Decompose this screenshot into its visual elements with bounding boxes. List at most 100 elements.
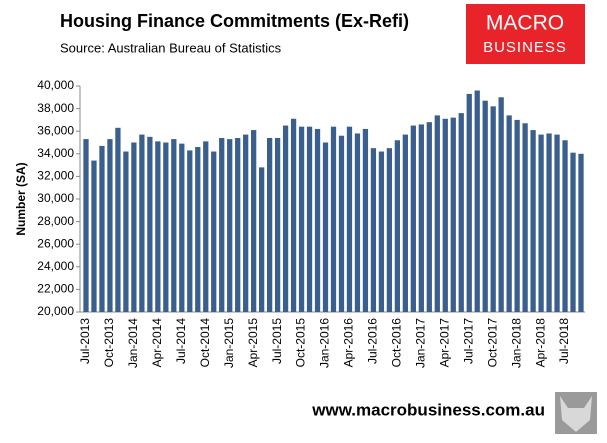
- bar: [522, 123, 528, 312]
- bar: [99, 145, 105, 312]
- bar: [378, 151, 385, 312]
- x-tick-label: Jan-2016: [318, 318, 332, 368]
- bar: [370, 148, 377, 312]
- bar: [466, 93, 472, 312]
- y-tick-label: 22,000: [37, 282, 74, 296]
- bar: [514, 119, 520, 313]
- bar: [219, 137, 225, 312]
- bar: [402, 134, 408, 312]
- footer: www.macrobusiness.com.au: [311, 400, 545, 419]
- bar: [322, 142, 329, 312]
- bar: [139, 134, 145, 312]
- bar: [410, 125, 416, 312]
- bar: [386, 148, 393, 312]
- bar: [195, 147, 201, 312]
- x-tick-label: Apr-2018: [533, 318, 547, 368]
- y-tick-label: 26,000: [37, 236, 74, 250]
- bar: [562, 140, 568, 312]
- y-tick-label: 38,000: [37, 101, 74, 115]
- logo-text: BUSINESS: [483, 39, 567, 56]
- x-tick-label: Jan-2017: [413, 318, 427, 368]
- bar: [538, 134, 544, 312]
- bar: [346, 126, 353, 313]
- x-tick-label: Jan-2015: [222, 318, 236, 368]
- x-tick-label: Jul-2016: [366, 318, 380, 364]
- bar: [235, 137, 241, 312]
- bar: [354, 133, 361, 312]
- y-tick-label: 20,000: [37, 304, 74, 318]
- x-tick-label: Apr-2017: [437, 318, 451, 368]
- bar: [115, 127, 121, 312]
- bar: [163, 142, 169, 312]
- bar: [203, 141, 209, 312]
- bar: [362, 128, 369, 312]
- bar: [243, 134, 249, 312]
- bar: [442, 118, 448, 313]
- bar: [91, 160, 97, 312]
- x-tick-label: Jul-2013: [78, 318, 92, 364]
- bar: [570, 152, 576, 312]
- logo-box: [466, 4, 585, 64]
- bar: [107, 139, 113, 312]
- bar: [490, 106, 496, 312]
- bar: [123, 151, 129, 312]
- y-axis-label: Number (SA): [14, 162, 28, 235]
- bar: [179, 143, 185, 312]
- x-tick-label: Apr-2015: [246, 318, 260, 368]
- logo-text: MACRO: [486, 12, 564, 35]
- bar: [211, 151, 217, 312]
- y-tick-label: 32,000: [37, 169, 74, 183]
- bar: [418, 124, 424, 312]
- y-tick-label: 30,000: [37, 191, 74, 205]
- x-tick-label: Jul-2015: [270, 318, 284, 364]
- bar: [259, 167, 265, 312]
- bar: [290, 118, 297, 313]
- bar: [482, 100, 488, 312]
- x-tick-label: Oct-2013: [102, 318, 116, 368]
- bar: [171, 139, 177, 312]
- chart-subtitle: Source: Australian Bureau of Statistics: [60, 40, 282, 55]
- bar: [338, 135, 345, 312]
- bar: [474, 90, 480, 313]
- x-tick-label: Jul-2018: [557, 318, 571, 364]
- y-tick-label: 28,000: [37, 214, 74, 228]
- y-tick-label: 24,000: [37, 259, 74, 273]
- bar: [330, 126, 337, 313]
- x-tick-label: Oct-2017: [485, 318, 499, 368]
- bar: [282, 125, 289, 312]
- y-tick-label: 40,000: [37, 78, 74, 92]
- bar: [506, 115, 512, 312]
- bar: [394, 140, 401, 312]
- bar: [306, 126, 313, 313]
- wolf-logo: [560, 396, 592, 432]
- bar: [155, 141, 161, 312]
- bar: [83, 139, 89, 312]
- bar: [578, 153, 584, 312]
- bar: [147, 136, 153, 312]
- x-tick-label: Jul-2014: [174, 318, 188, 364]
- y-tick-label: 34,000: [37, 146, 74, 160]
- bar: [434, 115, 440, 312]
- bar: [131, 142, 137, 312]
- bar: [187, 150, 193, 312]
- bar: [546, 133, 552, 312]
- x-tick-label: Oct-2016: [390, 318, 404, 368]
- bar: [426, 122, 432, 312]
- bar: [530, 130, 536, 312]
- x-tick-label: Jul-2017: [461, 318, 475, 364]
- bar: [251, 130, 257, 312]
- x-tick-label: Apr-2014: [150, 318, 164, 368]
- x-tick-label: Oct-2014: [198, 318, 212, 368]
- x-tick-label: Jan-2014: [126, 318, 140, 368]
- bar: [314, 128, 321, 312]
- bar: [498, 97, 504, 312]
- x-tick-label: Jan-2018: [509, 318, 523, 368]
- x-tick-label: Oct-2015: [294, 318, 308, 368]
- bar: [458, 113, 464, 313]
- bar: [227, 139, 233, 312]
- bar: [450, 117, 456, 312]
- x-tick-label: Apr-2016: [342, 318, 356, 368]
- bar: [554, 134, 560, 312]
- bar: [266, 137, 273, 312]
